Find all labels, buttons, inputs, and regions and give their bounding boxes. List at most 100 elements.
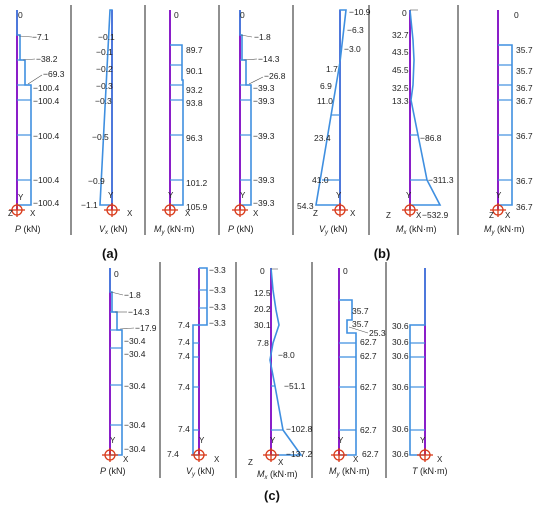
panel-caption: Mx (kN·m) bbox=[257, 469, 298, 481]
caption-b: (b) bbox=[374, 246, 391, 261]
axis-z-label: Z bbox=[386, 211, 391, 220]
value-label: −7.1 bbox=[32, 32, 49, 42]
value-label: −30.4 bbox=[124, 336, 146, 346]
value-label: 101.2 bbox=[186, 178, 208, 188]
value-label: 7.4 bbox=[178, 424, 190, 434]
force-outline bbox=[99, 9, 113, 206]
moment-outline bbox=[498, 44, 513, 206]
value-label: 43.5 bbox=[392, 47, 409, 57]
moment-outline bbox=[170, 44, 184, 206]
axis-x-label: X bbox=[123, 455, 129, 464]
panel-c4: 0 35.7 35.7 25.3 62.7 62.7 62.7 62.7 62.… bbox=[329, 266, 386, 478]
value-label: 89.7 bbox=[186, 45, 203, 55]
axis-z-label: Z bbox=[8, 209, 13, 218]
value-label: 25.3 bbox=[369, 328, 386, 338]
axis-y-label: Y bbox=[240, 191, 246, 200]
panel-caption: My (kN·m) bbox=[484, 224, 525, 236]
value-label: −1.8 bbox=[124, 290, 141, 300]
value-label: 0 bbox=[18, 10, 23, 20]
value-label: −39.3 bbox=[253, 198, 275, 208]
panel-c3: 0 12.5 20.2 30.1 7.8 −8.0 −51.1 −102.8 −… bbox=[248, 266, 313, 481]
axis-y-label: Y bbox=[18, 193, 24, 202]
axis-x-label: X bbox=[416, 211, 422, 220]
value-label: −39.3 bbox=[253, 131, 275, 141]
value-label: 35.7 bbox=[516, 45, 533, 55]
value-label: −0.3 bbox=[96, 81, 113, 91]
value-label: −100.4 bbox=[33, 131, 60, 141]
axis-y-label: Y bbox=[270, 436, 276, 445]
value-label: −100.4 bbox=[33, 198, 60, 208]
moment-outline bbox=[339, 299, 357, 456]
value-label: 7.4 bbox=[178, 382, 190, 392]
value-label: 93.2 bbox=[186, 85, 203, 95]
value-label: −6.3 bbox=[347, 25, 364, 35]
value-label: 30.6 bbox=[392, 337, 409, 347]
value-label: −100.4 bbox=[33, 175, 60, 185]
panel-c2: −3.3 −3.3 −3.3 −3.3 7.4 7.4 7.4 7.4 7.4 … bbox=[167, 265, 226, 478]
value-label: 0 bbox=[260, 266, 265, 276]
value-label: 0 bbox=[240, 10, 245, 20]
axis-x-label: X bbox=[30, 209, 36, 218]
value-label: −39.3 bbox=[253, 83, 275, 93]
axis-x-label: X bbox=[437, 455, 443, 464]
panel-caption: P (kN) bbox=[15, 224, 41, 234]
axis-x-label: X bbox=[253, 209, 259, 218]
support-icon bbox=[262, 447, 280, 463]
axis-x-label: X bbox=[185, 209, 191, 218]
axis-y-label: Y bbox=[110, 436, 116, 445]
value-label: −69.3 bbox=[43, 69, 65, 79]
value-label: −102.8 bbox=[286, 424, 313, 434]
panel-b3: 0 32.7 43.5 45.5 32.5 13.3 −86.8 −311.3 … bbox=[386, 8, 454, 236]
axis-y-label: Y bbox=[336, 191, 342, 200]
value-label: −30.4 bbox=[124, 444, 146, 454]
torsion-outline bbox=[409, 268, 426, 456]
value-label: −311.3 bbox=[428, 175, 454, 185]
value-label: 7.8 bbox=[257, 338, 269, 348]
panel-caption: Vx (kN) bbox=[99, 224, 128, 236]
value-label: −38.2 bbox=[36, 54, 58, 64]
value-label: −100.4 bbox=[33, 96, 60, 106]
axis-y-label: Y bbox=[406, 191, 412, 200]
caption-c: (c) bbox=[264, 488, 280, 503]
axis-z-label: Z bbox=[313, 209, 318, 218]
caption-a: (a) bbox=[102, 246, 118, 261]
value-label: −137.2 bbox=[286, 449, 313, 459]
axis-z-label: Z bbox=[248, 458, 253, 467]
value-label: 36.7 bbox=[516, 210, 533, 220]
value-label: −3.3 bbox=[209, 265, 226, 275]
value-label: −30.4 bbox=[124, 349, 146, 359]
value-label: 7.4 bbox=[167, 449, 179, 459]
value-label: 62.7 bbox=[360, 351, 377, 361]
value-label: −51.1 bbox=[284, 381, 306, 391]
value-label: 7.4 bbox=[178, 320, 190, 330]
force-outline bbox=[16, 10, 32, 206]
panel-caption: P (kN) bbox=[100, 466, 126, 476]
axis-y-label: Y bbox=[338, 436, 344, 445]
value-label: 0 bbox=[402, 8, 407, 18]
value-label: 90.1 bbox=[186, 66, 203, 76]
value-label: 30.6 bbox=[392, 449, 409, 459]
value-label: −0.1 bbox=[98, 32, 115, 42]
panel-a1: 0 −7.1 −38.2 −69.3 −100.4 −100.4 −100.4 … bbox=[8, 10, 65, 234]
axis-x-label: X bbox=[278, 458, 284, 467]
axis-z-label: Z bbox=[489, 211, 494, 220]
value-label: 20.2 bbox=[254, 304, 271, 314]
value-label: 35.7 bbox=[352, 319, 369, 329]
value-label: 13.3 bbox=[392, 96, 409, 106]
value-label: −100.4 bbox=[33, 83, 60, 93]
value-label: −1.8 bbox=[254, 32, 271, 42]
support-icon bbox=[101, 447, 119, 463]
value-label: −3.0 bbox=[344, 44, 361, 54]
value-label: −0.1 bbox=[96, 47, 113, 57]
value-label: 0 bbox=[514, 10, 519, 20]
value-label: 30.6 bbox=[392, 382, 409, 392]
value-label: 54.3 bbox=[297, 201, 314, 211]
axis-x-label: X bbox=[505, 211, 511, 220]
value-label: −0.5 bbox=[92, 132, 109, 142]
value-label: −1.1 bbox=[81, 200, 98, 210]
support-icon bbox=[416, 447, 434, 463]
axis-x-label: X bbox=[350, 209, 356, 218]
value-label: −3.3 bbox=[209, 318, 226, 328]
value-label: −0.3 bbox=[95, 96, 112, 106]
